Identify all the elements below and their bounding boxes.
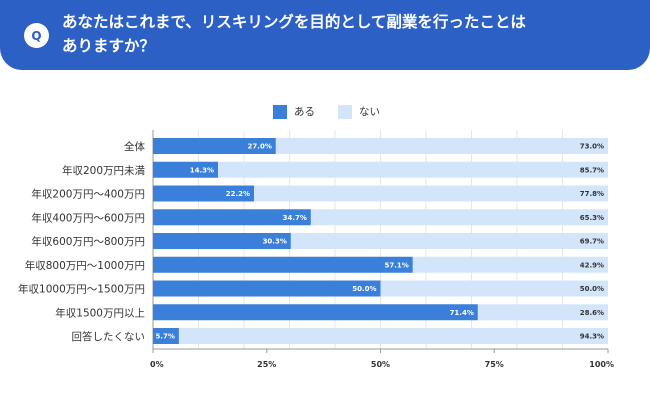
question-header: Q あなたはこれまで、リスキリングを目的として副業を行ったことは ありますか？ bbox=[0, 0, 650, 70]
category-label: 年収400万円〜600万円 bbox=[31, 211, 145, 224]
chart-legend: ある ない bbox=[0, 104, 650, 120]
x-tick-label: 75% bbox=[485, 360, 504, 369]
category-label: 年収200万円未満 bbox=[62, 164, 146, 177]
data-label-yes: 30.3% bbox=[263, 238, 287, 246]
bar-yes bbox=[153, 233, 291, 249]
data-label-no: 94.3% bbox=[580, 333, 604, 341]
legend-label-no: ない bbox=[359, 106, 380, 118]
data-label-no: 73.0% bbox=[580, 143, 604, 151]
data-label-yes: 57.1% bbox=[385, 261, 409, 269]
bar-yes bbox=[153, 280, 381, 297]
data-label-yes: 50.0% bbox=[352, 285, 376, 293]
question-title-line-1: あなたはこれまで、リスキリングを目的として副業を行ったことは bbox=[62, 13, 526, 31]
data-label-yes: 27.0% bbox=[248, 143, 272, 151]
bar-yes bbox=[153, 209, 311, 226]
data-label-yes: 22.2% bbox=[226, 190, 250, 198]
category-label: 年収1500万円以上 bbox=[55, 306, 145, 319]
category-label: 年収600万円〜800万円 bbox=[31, 235, 145, 248]
question-title: あなたはこれまで、リスキリングを目的として副業を行ったことは ありますか？ bbox=[62, 10, 622, 58]
category-label: 年収800万円〜1000万円 bbox=[25, 259, 145, 272]
bar-no bbox=[380, 280, 608, 297]
legend-swatch-yes bbox=[273, 104, 287, 119]
x-tick-label: 25% bbox=[257, 360, 276, 369]
data-label-no: 65.3% bbox=[580, 214, 604, 222]
bar-no bbox=[477, 304, 608, 321]
legend-item-no: ない bbox=[338, 104, 380, 119]
bar-no bbox=[290, 233, 608, 249]
data-label-yes: 5.7% bbox=[156, 333, 175, 341]
bar-no bbox=[412, 256, 608, 273]
bar-yes bbox=[153, 256, 413, 273]
category-label: 全体 bbox=[124, 140, 145, 153]
bar-no bbox=[178, 328, 608, 344]
legend-swatch-no bbox=[338, 104, 352, 119]
x-tick-label: 50% bbox=[371, 360, 390, 369]
bar-yes bbox=[153, 161, 219, 178]
data-label-yes: 71.4% bbox=[450, 309, 474, 317]
x-tick-label: 100% bbox=[589, 360, 614, 369]
data-label-no: 69.7% bbox=[580, 238, 604, 246]
data-label-no: 42.9% bbox=[580, 261, 604, 269]
data-label-no: 28.6% bbox=[580, 309, 604, 317]
bar-no bbox=[310, 209, 608, 226]
data-label-yes: 14.3% bbox=[190, 166, 214, 174]
bar-yes bbox=[153, 138, 276, 154]
category-label: 回答したくない bbox=[72, 330, 146, 343]
x-tick-label: 0% bbox=[150, 360, 164, 369]
data-label-no: 77.8% bbox=[580, 190, 604, 198]
bar-yes bbox=[153, 304, 478, 321]
q-badge: Q bbox=[24, 23, 49, 48]
bar-yes bbox=[153, 185, 255, 202]
bar-no bbox=[254, 185, 608, 202]
category-label: 年収1000万円〜1500万円 bbox=[18, 283, 145, 296]
bar-no bbox=[218, 161, 608, 178]
legend-item-yes: ある bbox=[273, 104, 315, 119]
bar-yes bbox=[153, 328, 179, 344]
data-label-no: 85.7% bbox=[580, 166, 604, 174]
data-label-yes: 34.7% bbox=[283, 214, 307, 222]
bar-no bbox=[275, 138, 608, 154]
data-label-no: 50.0% bbox=[580, 285, 604, 293]
legend-label-yes: ある bbox=[294, 106, 315, 118]
category-label: 年収200万円〜400万円 bbox=[31, 188, 145, 201]
question-title-line-2: ありますか？ bbox=[62, 37, 156, 55]
